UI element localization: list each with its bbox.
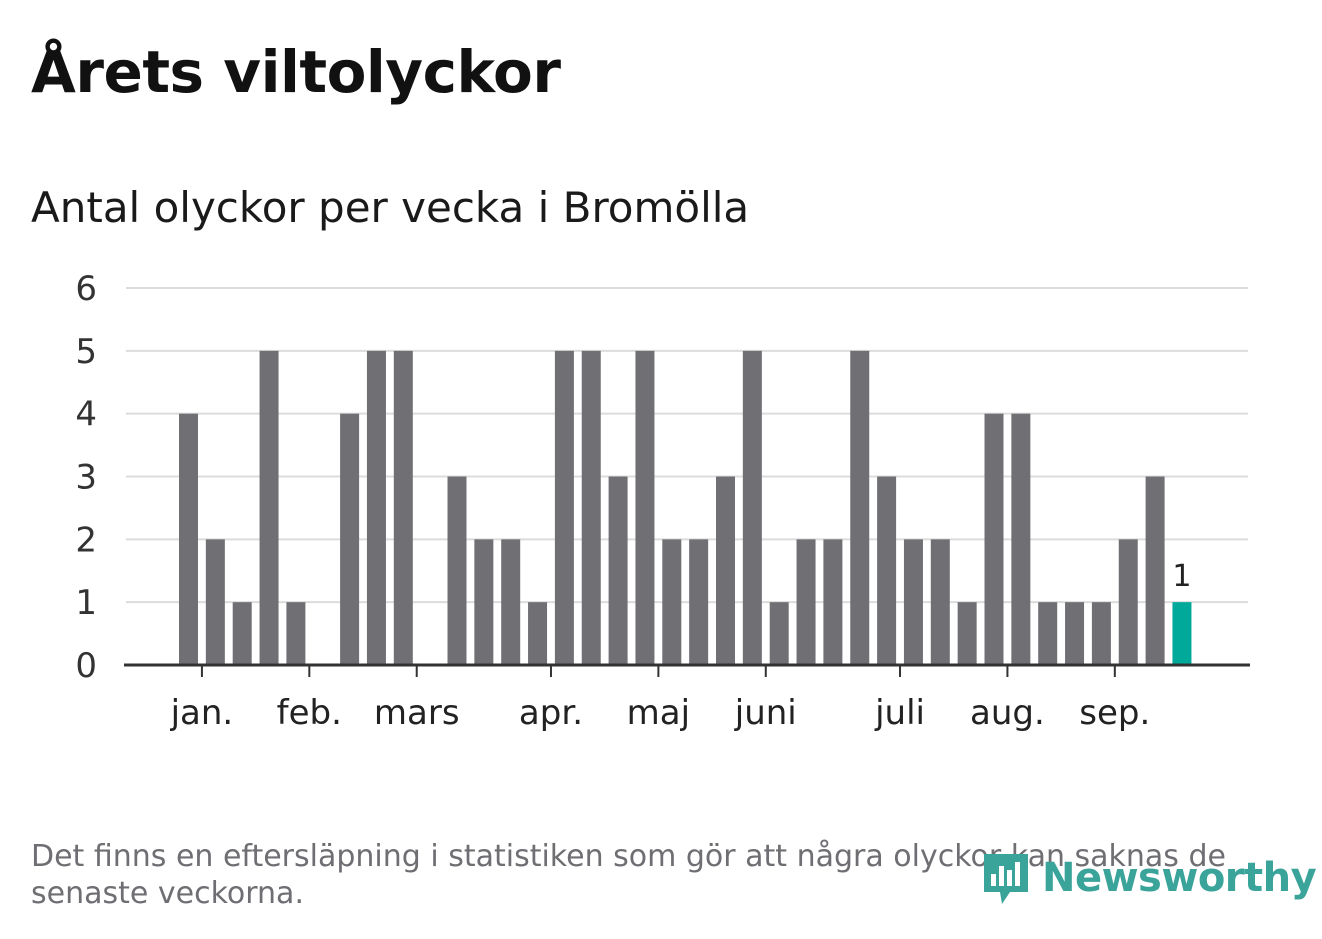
y-tick-label: 0 (75, 646, 97, 686)
bar (1065, 602, 1085, 665)
bar (635, 350, 655, 665)
bar (769, 602, 789, 665)
bar (903, 539, 923, 665)
bar (1038, 602, 1058, 665)
bar (259, 350, 279, 665)
bar (662, 539, 682, 665)
x-tick-label: sep. (1079, 693, 1150, 733)
bar (474, 539, 494, 665)
bar (716, 476, 735, 665)
y-tick-label: 4 (75, 395, 97, 435)
y-tick-label: 5 (75, 332, 97, 372)
bar (179, 413, 198, 665)
x-tick-label: aug. (970, 693, 1045, 733)
bar (501, 539, 521, 665)
bar (232, 602, 252, 665)
bar (877, 476, 897, 665)
bars (179, 350, 1192, 665)
bar (554, 350, 574, 665)
bar (1118, 539, 1138, 665)
gridlines (126, 287, 1248, 604)
bar (796, 539, 816, 665)
chart-subtitle: Antal olyckor per vecka i Bromölla (31, 183, 750, 232)
data-labels: 1 (1172, 559, 1191, 594)
x-tick-label: juni (734, 693, 797, 733)
x-tick-label: feb. (277, 693, 342, 733)
bar (286, 602, 306, 665)
x-tick-label: apr. (519, 693, 583, 733)
logo-text: Newsworthy (1042, 855, 1317, 901)
bar (1145, 476, 1165, 665)
x-tick-label: maj (627, 693, 690, 733)
y-tick-label: 2 (75, 520, 97, 560)
y-tick-label: 6 (75, 269, 97, 309)
bar (930, 539, 950, 665)
bar (984, 413, 1004, 665)
bar (742, 350, 762, 665)
bar (447, 476, 467, 665)
bar (581, 350, 601, 665)
chart-title: Årets viltolyckor (31, 38, 561, 106)
bar-chart-speech-bubble-icon (984, 854, 1028, 904)
bar (823, 539, 843, 665)
bar (528, 602, 548, 665)
bar (608, 476, 628, 665)
data-label: 1 (1172, 559, 1191, 594)
newsworthy-logo: Newsworthy (980, 846, 1317, 910)
bar (393, 350, 413, 665)
bar (340, 413, 360, 665)
bar (850, 350, 870, 665)
bar (205, 539, 225, 665)
bar-chart: 0 1 2 3 4 5 6 jan. feb. mars apr. maj juni juli aug. s… (75, 269, 1250, 733)
y-tick-label: 1 (75, 583, 97, 623)
bar (957, 602, 977, 665)
x-axis-ticks: jan. feb. mars apr. maj juni juli aug. sep. (170, 665, 1150, 733)
y-axis-ticks: 0 1 2 3 4 5 6 (75, 269, 97, 686)
x-tick-label: jan. (170, 693, 234, 733)
bar (1011, 413, 1031, 665)
x-tick-label: mars (374, 693, 460, 733)
y-tick-label: 3 (75, 458, 97, 498)
bar (1091, 602, 1111, 665)
bar (689, 539, 709, 665)
bar-highlight (1172, 602, 1192, 665)
x-tick-label: juli (874, 693, 925, 733)
bar (366, 350, 386, 665)
